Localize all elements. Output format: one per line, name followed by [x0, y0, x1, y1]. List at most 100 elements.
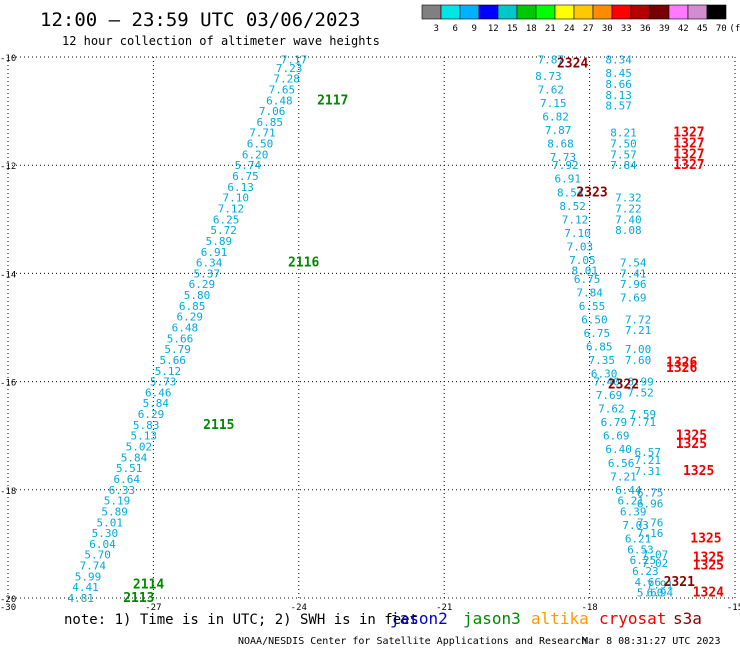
data-point-label: 7.54	[620, 257, 647, 270]
data-point-label: 6.96	[637, 497, 664, 510]
data-point-label: 1327	[673, 147, 704, 162]
data-point-label: 6.75	[574, 273, 601, 286]
data-point-label: 6.13	[227, 181, 254, 194]
data-point-label: 8.52	[559, 200, 586, 213]
data-point-label: 8.21	[610, 127, 637, 140]
data-point-label: 5.79	[164, 343, 191, 356]
data-point-label: 1325	[676, 437, 707, 452]
data-point-label: 7.96	[620, 278, 647, 291]
data-point-label: 4.41	[72, 581, 99, 594]
satellite-legend-entry: s3a	[673, 609, 702, 628]
x-tick-label: -21	[436, 603, 452, 613]
data-point-label: 6.82	[542, 111, 569, 124]
data-point-label: 6.29	[138, 408, 165, 421]
data-point-label: 5.72	[210, 224, 237, 237]
color-swatch	[497, 4, 518, 20]
data-point-label: 7.69	[596, 389, 623, 402]
data-point-label: 5.66	[167, 332, 194, 345]
data-point-label: 7.16	[637, 527, 664, 540]
data-point-label: 6.75	[637, 487, 664, 500]
color-swatch	[611, 4, 632, 20]
color-scale-label: 33	[621, 24, 632, 34]
data-point-label: 2322	[608, 377, 639, 392]
data-point-label: 5.37	[193, 267, 220, 280]
data-point-label: 5.99	[75, 570, 102, 583]
data-point-label: 6.91	[555, 173, 582, 186]
data-point-label: 7.62	[598, 403, 625, 416]
data-point-label: 8.01	[572, 265, 599, 278]
data-point-label: 1325	[693, 559, 724, 574]
data-point-label: 7.84	[610, 159, 637, 172]
color-swatch	[535, 4, 556, 20]
y-tick-label: -20	[0, 595, 16, 605]
data-point-label: 6.64	[113, 473, 140, 486]
data-point-label: 7.03	[567, 240, 594, 253]
data-point-label: 6.46	[145, 386, 172, 399]
data-point-label: 5.74	[235, 159, 262, 172]
data-point-label: 6.21	[625, 532, 652, 545]
data-point-label: 6.21	[618, 495, 645, 508]
timestamp-text: Mar 8 08:31:27 UTC 2023	[582, 636, 720, 647]
data-point-label: 1327	[673, 158, 704, 173]
x-tick-label: -15	[727, 603, 740, 613]
y-tick-label: -14	[0, 270, 16, 280]
data-point-label: 5.13	[130, 430, 157, 443]
data-point-label: 7.57	[610, 148, 637, 161]
data-point-label: 6.75	[584, 327, 611, 340]
data-point-label: 7.31	[635, 465, 662, 478]
data-point-label: 8.68	[547, 138, 574, 151]
data-point-label: 6.23	[632, 565, 659, 578]
color-scale-label: 42	[678, 24, 689, 34]
y-tick-label: -16	[0, 379, 16, 389]
data-point-label: 6.91	[201, 246, 228, 259]
credit-text: NOAA/NESDIS Center for Satellite Applica…	[238, 636, 587, 647]
data-point-label: 7.59	[630, 408, 657, 421]
color-scale-label: 39	[659, 24, 670, 34]
color-swatch	[687, 4, 708, 20]
data-point-label: 8.57	[605, 100, 632, 113]
data-point-label: 6.69	[603, 430, 630, 443]
data-point-label: 6.48	[266, 94, 293, 107]
data-point-label: 6.50	[581, 313, 608, 326]
data-point-label: 5.02	[126, 441, 153, 454]
data-point-label: 2113	[123, 591, 154, 606]
y-tick-label: -18	[0, 487, 16, 497]
data-point-label: 1326	[666, 361, 697, 376]
satellite-legend-entry: altika	[531, 609, 589, 628]
color-swatch	[459, 4, 480, 20]
color-swatch	[649, 4, 670, 20]
color-swatch	[554, 4, 575, 20]
data-point-label: 5.30	[92, 527, 119, 540]
data-point-label: 7.06	[259, 105, 286, 118]
data-point-label: 7.41	[620, 267, 647, 280]
data-point-label: 5.19	[104, 495, 131, 508]
data-point-label: 6.56	[608, 457, 635, 470]
data-point-label: 7.92	[552, 159, 579, 172]
data-point-label: 5.73	[150, 376, 177, 389]
data-point-label: 5.60	[637, 587, 664, 600]
color-scale-label: 9	[472, 24, 477, 34]
data-point-label: 5.84	[143, 397, 170, 410]
data-point-label: 6.29	[177, 311, 204, 324]
data-points: 7.177.237.287.656.487.066.857.716.506.20…	[67, 54, 724, 606]
satellite-legend-entry: jason3	[463, 609, 521, 628]
data-point-label: 7.21	[610, 470, 637, 483]
data-point-label: 8.54	[557, 186, 584, 199]
data-point-label: 6.55	[579, 300, 606, 313]
data-point-label: 5.84	[121, 451, 148, 464]
data-point-label: 7.50	[610, 138, 637, 151]
data-point-label: 5.01	[97, 516, 124, 529]
data-point-label: 7.10	[223, 192, 250, 205]
data-point-label: 7.72	[625, 313, 652, 326]
color-swatch	[573, 4, 594, 20]
data-point-label: 5.89	[206, 235, 233, 248]
data-point-label: 7.35	[588, 354, 615, 367]
color-swatch	[592, 4, 613, 20]
data-point-label: 2324	[557, 56, 588, 71]
data-point-label: 8.34	[605, 54, 632, 67]
data-point-label: 6.29	[189, 278, 216, 291]
data-point-label: 7.17	[281, 54, 308, 67]
data-point-label: 7.00	[625, 343, 652, 356]
color-scale-label: 15	[507, 24, 518, 34]
